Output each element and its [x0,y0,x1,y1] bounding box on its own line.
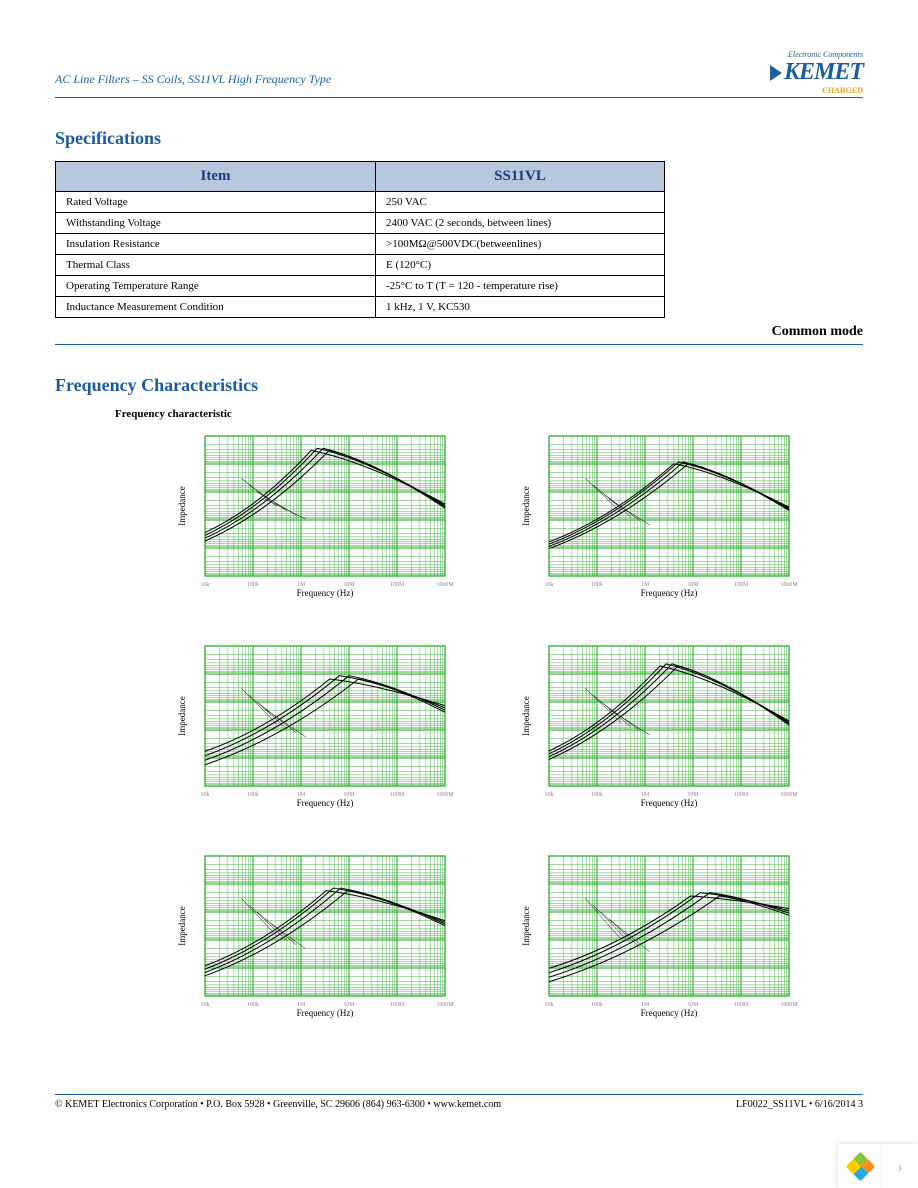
frequency-heading: Frequency Characteristics [55,375,863,396]
table-row: Thermal ClassE (120°C) [56,255,665,276]
chart-grid: Impedance Frequency (Hz) 10k 100k 1M 10M 100M 1… [55,426,863,1026]
svg-text:10k: 10k [545,582,554,588]
svg-text:10M: 10M [687,582,699,588]
impedance-chart: Impedance Frequency (Hz) 10k 100k 1M 10M 100M 1… [175,846,455,1026]
document-title: AC Line Filters – SS Coils, SS11VL High … [55,72,331,95]
svg-text:1M: 1M [641,582,650,588]
brand-tagline: Electronic Components [770,50,863,59]
svg-text:1M: 1M [641,1002,650,1008]
chart-container: Impedance Frequency (Hz) 10k 100k 1M 10M 100M 1… [175,846,455,1026]
svg-text:100k: 100k [591,582,603,588]
svg-text:10k: 10k [201,1002,210,1008]
impedance-chart: Impedance Frequency (Hz) 10k 100k 1M 10M 100M 1… [519,426,799,606]
svg-text:100k: 100k [247,1002,259,1008]
svg-text:1M: 1M [297,582,306,588]
brand-logo: Electronic Components KEMET CHARGED [770,50,863,95]
svg-text:1M: 1M [641,792,650,798]
svg-text:Frequency (Hz): Frequency (Hz) [297,1008,354,1018]
svg-text:1000M: 1000M [436,1002,454,1008]
footer-right: LF0022_SS11VL • 6/16/2014 3 [736,1099,863,1110]
table-cell: >100MΩ@500VDC(betweenlines) [376,234,665,255]
table-row: Withstanding Voltage2400 VAC (2 seconds,… [56,213,665,234]
chart-container: Impedance Frequency (Hz) 10k 100k 1M 10M 100M 1… [519,846,799,1026]
svg-text:Frequency (Hz): Frequency (Hz) [297,588,354,598]
svg-text:10M: 10M [687,1002,699,1008]
svg-text:100k: 100k [591,1002,603,1008]
svg-text:100k: 100k [247,582,259,588]
footer-left: © KEMET Electronics Corporation • P.O. B… [55,1099,501,1110]
table-cell: Inductance Measurement Condition [56,297,376,318]
impedance-chart: Impedance Frequency (Hz) 10k 100k 1M 10M 100M 1… [519,636,799,816]
table-cell: 250 VAC [376,192,665,213]
svg-text:10k: 10k [545,1002,554,1008]
svg-text:Frequency (Hz): Frequency (Hz) [641,588,698,598]
page-header: AC Line Filters – SS Coils, SS11VL High … [55,50,863,98]
table-cell: 1 kHz, 1 V, KC530 [376,297,665,318]
table-row: Insulation Resistance>100MΩ@500VDC(betwe… [56,234,665,255]
svg-text:1M: 1M [297,792,306,798]
svg-text:10M: 10M [343,1002,355,1008]
specifications-table: ItemSS11VL Rated Voltage250 VACWithstand… [55,161,665,318]
svg-text:Frequency (Hz): Frequency (Hz) [641,1008,698,1018]
impedance-chart: Impedance Frequency (Hz) 10k 100k 1M 10M 100M 1… [519,846,799,1026]
svg-text:100k: 100k [591,792,603,798]
table-cell: Rated Voltage [56,192,376,213]
svg-text:100M: 100M [390,1002,405,1008]
svg-text:1000M: 1000M [436,582,454,588]
svg-text:1000M: 1000M [436,792,454,798]
svg-text:1000M: 1000M [780,1002,798,1008]
table-cell: Thermal Class [56,255,376,276]
svg-text:Impedance: Impedance [177,906,187,945]
svg-text:100M: 100M [734,582,749,588]
svg-text:10k: 10k [201,792,210,798]
svg-text:1000M: 1000M [780,792,798,798]
svg-text:10M: 10M [343,582,355,588]
svg-text:Impedance: Impedance [521,696,531,735]
table-cell: E (120°C) [376,255,665,276]
chart-container: Impedance Frequency (Hz) 10k 100k 1M 10M 100M 1… [175,426,455,606]
brand-name: KEMET [770,59,863,86]
svg-text:100M: 100M [390,582,405,588]
svg-text:1M: 1M [297,1002,306,1008]
chart-container: Impedance Frequency (Hz) 10k 100k 1M 10M 100M 1… [519,426,799,606]
frequency-subtitle: Frequency characteristic [115,408,863,420]
table-row: Operating Temperature Range-25°C to T (T… [56,276,665,297]
table-header: SS11VL [376,162,665,192]
impedance-chart: Impedance Frequency (Hz) 10k 100k 1M 10M 100M 1… [175,426,455,606]
nav-logo-icon[interactable] [838,1144,882,1188]
table-cell: Insulation Resistance [56,234,376,255]
nav-next-button[interactable]: › [882,1144,918,1188]
svg-text:100M: 100M [390,792,405,798]
svg-text:10k: 10k [201,582,210,588]
table-cell: Operating Temperature Range [56,276,376,297]
nav-widget: › [838,1144,918,1188]
specifications-heading: Specifications [55,128,863,149]
mode-label: Common mode [55,324,863,345]
chart-container: Impedance Frequency (Hz) 10k 100k 1M 10M 100M 1… [175,636,455,816]
svg-text:Impedance: Impedance [177,696,187,735]
svg-text:10k: 10k [545,792,554,798]
logo-arrow-icon [770,65,782,81]
svg-text:Frequency (Hz): Frequency (Hz) [641,798,698,808]
svg-text:100M: 100M [734,1002,749,1008]
impedance-chart: Impedance Frequency (Hz) 10k 100k 1M 10M 100M 1… [175,636,455,816]
svg-text:100M: 100M [734,792,749,798]
svg-text:Frequency (Hz): Frequency (Hz) [297,798,354,808]
page-footer: © KEMET Electronics Corporation • P.O. B… [55,1094,863,1110]
svg-text:10M: 10M [343,792,355,798]
svg-text:Impedance: Impedance [521,486,531,525]
svg-text:100k: 100k [247,792,259,798]
table-cell: Withstanding Voltage [56,213,376,234]
brand-sub: CHARGED [770,86,863,95]
table-header: Item [56,162,376,192]
table-cell: 2400 VAC (2 seconds, between lines) [376,213,665,234]
table-row: Rated Voltage250 VAC [56,192,665,213]
table-cell: -25°C to T (T = 120 - temperature rise) [376,276,665,297]
svg-text:1000M: 1000M [780,582,798,588]
chart-container: Impedance Frequency (Hz) 10k 100k 1M 10M 100M 1… [519,636,799,816]
svg-text:Impedance: Impedance [521,906,531,945]
svg-text:Impedance: Impedance [177,486,187,525]
svg-text:10M: 10M [687,792,699,798]
table-row: Inductance Measurement Condition1 kHz, 1… [56,297,665,318]
